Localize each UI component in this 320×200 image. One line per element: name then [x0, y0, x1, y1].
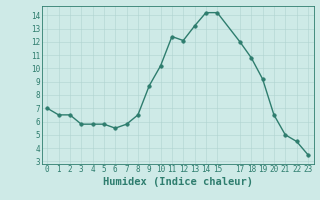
X-axis label: Humidex (Indice chaleur): Humidex (Indice chaleur)	[103, 177, 252, 187]
